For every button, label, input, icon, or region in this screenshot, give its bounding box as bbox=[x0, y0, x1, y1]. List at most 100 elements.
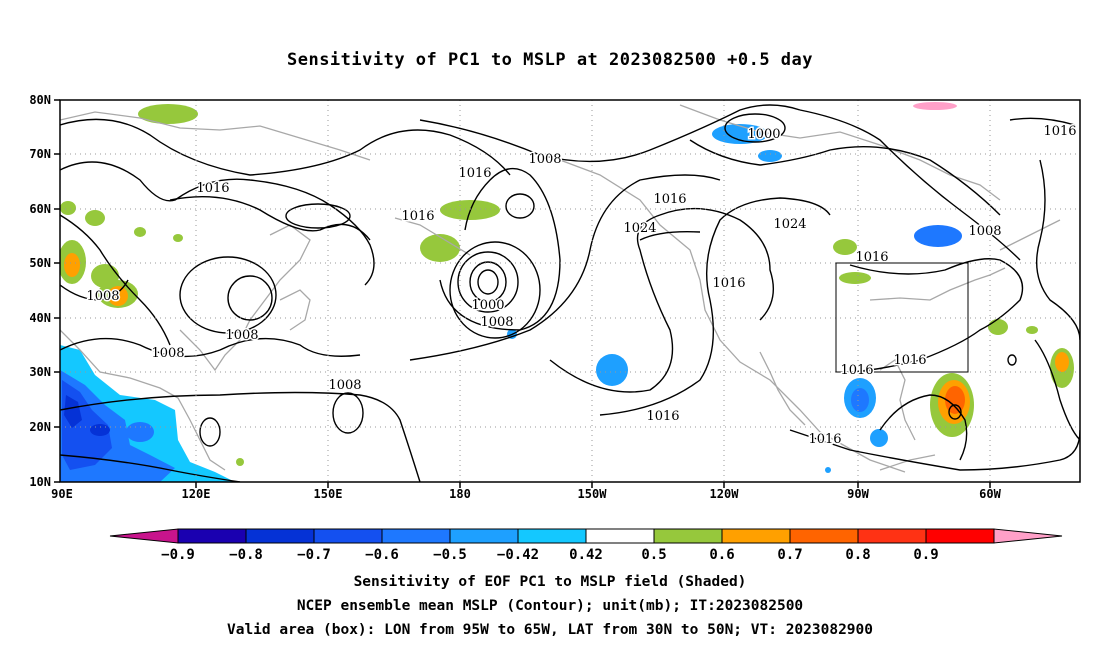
colorbar: −0.9 −0.8 −0.7 −0.6 −0.5 −0.42 0.42 0.5 0.6 0.7 0.… bbox=[109, 528, 1063, 563]
lat-label: 10N bbox=[29, 475, 51, 489]
colorbar-label: −0.8 bbox=[229, 547, 263, 563]
positive-patch bbox=[85, 210, 105, 226]
colorbar-label: 0.8 bbox=[845, 547, 870, 563]
contour-label: 1008 bbox=[225, 328, 258, 343]
negative-patch bbox=[914, 225, 962, 247]
positive-patch bbox=[134, 227, 146, 237]
colorbar-end-high bbox=[993, 528, 1063, 544]
contour-label: 1016 bbox=[401, 209, 434, 224]
lon-label: 120W bbox=[710, 487, 740, 501]
contour-label: 1016 bbox=[1043, 124, 1076, 139]
colorbar-label: −0.42 bbox=[497, 547, 539, 563]
colorbar-segment bbox=[381, 528, 451, 544]
lon-axis bbox=[195, 482, 991, 488]
colorbar-segment bbox=[449, 528, 519, 544]
lon-label: 90E bbox=[51, 487, 73, 501]
lon-label: 150E bbox=[314, 487, 343, 501]
lon-label: 120E bbox=[182, 487, 211, 501]
lat-axis bbox=[54, 99, 60, 483]
colorbar-segment bbox=[721, 528, 791, 544]
colorbar-segment bbox=[517, 528, 587, 544]
shaded-sensitivity bbox=[60, 102, 1074, 482]
contour-label: 1016 bbox=[458, 166, 491, 181]
negative-patch bbox=[870, 429, 888, 447]
contour-label: 1008 bbox=[528, 152, 561, 167]
negative-patch bbox=[236, 458, 244, 466]
lat-label: 20N bbox=[29, 420, 51, 434]
negative-patch bbox=[851, 388, 869, 412]
colorbar-segment bbox=[789, 528, 859, 544]
colorbar-segment bbox=[245, 528, 315, 544]
lon-label: 60W bbox=[979, 487, 1001, 501]
colorbar-segment bbox=[925, 528, 995, 544]
chart-title: Sensitivity of PC1 to MSLP at 2023082500… bbox=[286, 50, 813, 70]
contour-label: 1016 bbox=[855, 250, 888, 265]
caption-line-2: NCEP ensemble mean MSLP (Contour); unit(… bbox=[296, 598, 804, 614]
lat-label: 30N bbox=[29, 365, 51, 379]
negative-patch bbox=[825, 467, 831, 473]
positive-patch bbox=[1026, 326, 1038, 334]
contour-label: 1024 bbox=[773, 217, 806, 232]
colorbar-label: −0.7 bbox=[297, 547, 331, 563]
negative-patch bbox=[712, 124, 768, 144]
contour-label: 1016 bbox=[840, 363, 873, 378]
positive-patch bbox=[988, 319, 1008, 335]
positive-patch bbox=[173, 234, 183, 242]
contour-label: 1008 bbox=[151, 346, 184, 361]
grid-lines bbox=[60, 100, 1080, 482]
negative-spot bbox=[126, 422, 154, 442]
caption-line-3: Valid area (box): LON from 95W to 65W, L… bbox=[226, 622, 873, 638]
positive-patch bbox=[420, 234, 460, 262]
lat-label: 80N bbox=[29, 93, 51, 107]
contour-label: 1016 bbox=[893, 353, 926, 368]
colorbar-label: 0.7 bbox=[777, 547, 802, 563]
colorbar-segment bbox=[857, 528, 927, 544]
contour-labels: 1016 1008 1016 1008 1000 1016 1016 1024 … bbox=[85, 123, 1078, 449]
negative-patch bbox=[758, 150, 782, 162]
lat-label: 40N bbox=[29, 311, 51, 325]
lat-label: 70N bbox=[29, 147, 51, 161]
contour-label: 1000 bbox=[471, 298, 504, 313]
lon-label: 90W bbox=[847, 487, 869, 501]
contour-label: 1016 bbox=[196, 181, 229, 196]
negative-patch bbox=[596, 354, 628, 386]
colorbar-segment bbox=[585, 528, 655, 544]
positive-patch-orange bbox=[108, 286, 128, 306]
contour-label: 1008 bbox=[328, 378, 361, 393]
negative-region-deepest bbox=[64, 395, 82, 428]
valid-area-box bbox=[835, 262, 969, 373]
colorbar-segment bbox=[177, 528, 247, 544]
contour-label: 1016 bbox=[646, 409, 679, 424]
contour-label: 1016 bbox=[653, 192, 686, 207]
colorbar-label: 0.9 bbox=[913, 547, 938, 563]
contour-label: 1024 bbox=[623, 221, 656, 236]
colorbar-label: −0.9 bbox=[161, 547, 195, 563]
positive-patch bbox=[839, 272, 871, 284]
contour-label: 1016 bbox=[808, 432, 841, 447]
caption-line-1: Sensitivity of EOF PC1 to MSLP field (Sh… bbox=[353, 574, 747, 590]
lon-label: 180 bbox=[449, 487, 471, 501]
positive-patch bbox=[60, 201, 76, 215]
contour-label: 1016 bbox=[712, 276, 745, 291]
positive-patch-orange bbox=[1055, 352, 1069, 372]
negative-spot bbox=[90, 424, 110, 436]
lat-label: 50N bbox=[29, 256, 51, 270]
positive-patch bbox=[833, 239, 857, 255]
positive-patch bbox=[913, 102, 957, 110]
colorbar-segment bbox=[653, 528, 723, 544]
mslp-contours bbox=[60, 104, 1080, 482]
colorbar-label: 0.5 bbox=[641, 547, 666, 563]
colorbar-end-low bbox=[109, 528, 179, 544]
contour-label: 1008 bbox=[480, 315, 513, 330]
contour-label: 1008 bbox=[968, 224, 1001, 239]
contour-label: 1008 bbox=[86, 289, 119, 304]
lat-label: 60N bbox=[29, 202, 51, 216]
colorbar-label: −0.5 bbox=[433, 547, 467, 563]
positive-patch-orange bbox=[64, 253, 80, 277]
lon-label: 150W bbox=[578, 487, 608, 501]
map-frame bbox=[59, 99, 1081, 483]
positive-patch bbox=[138, 104, 198, 124]
contour-label: 1000 bbox=[747, 127, 780, 142]
colorbar-label: 0.42 bbox=[569, 547, 603, 563]
